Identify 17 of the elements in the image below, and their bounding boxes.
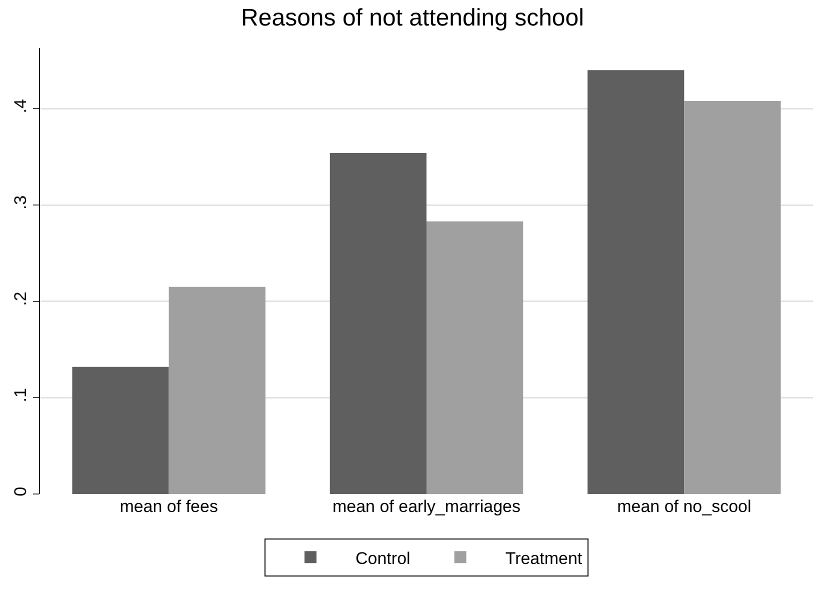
y-tick-label: .1 bbox=[11, 388, 30, 402]
x-tick-label: mean of early_marriages bbox=[332, 497, 521, 516]
bar bbox=[168, 286, 266, 494]
bar bbox=[426, 221, 524, 494]
bar bbox=[684, 100, 781, 494]
y-tick-label: .4 bbox=[11, 99, 30, 114]
x-tick-label: mean of no_scool bbox=[617, 497, 752, 516]
bar bbox=[330, 153, 426, 494]
bar bbox=[72, 366, 169, 494]
bar bbox=[588, 70, 684, 494]
legend-label: Control bbox=[356, 548, 410, 568]
y-tick-label: 0 bbox=[11, 486, 30, 496]
y-tick-label: .3 bbox=[11, 195, 30, 210]
chart-title: Reasons of not attending school bbox=[241, 4, 584, 32]
y-tick-label: .2 bbox=[11, 292, 30, 306]
legend-label: Treatment bbox=[505, 548, 582, 568]
x-tick-label: mean of fees bbox=[120, 497, 218, 516]
